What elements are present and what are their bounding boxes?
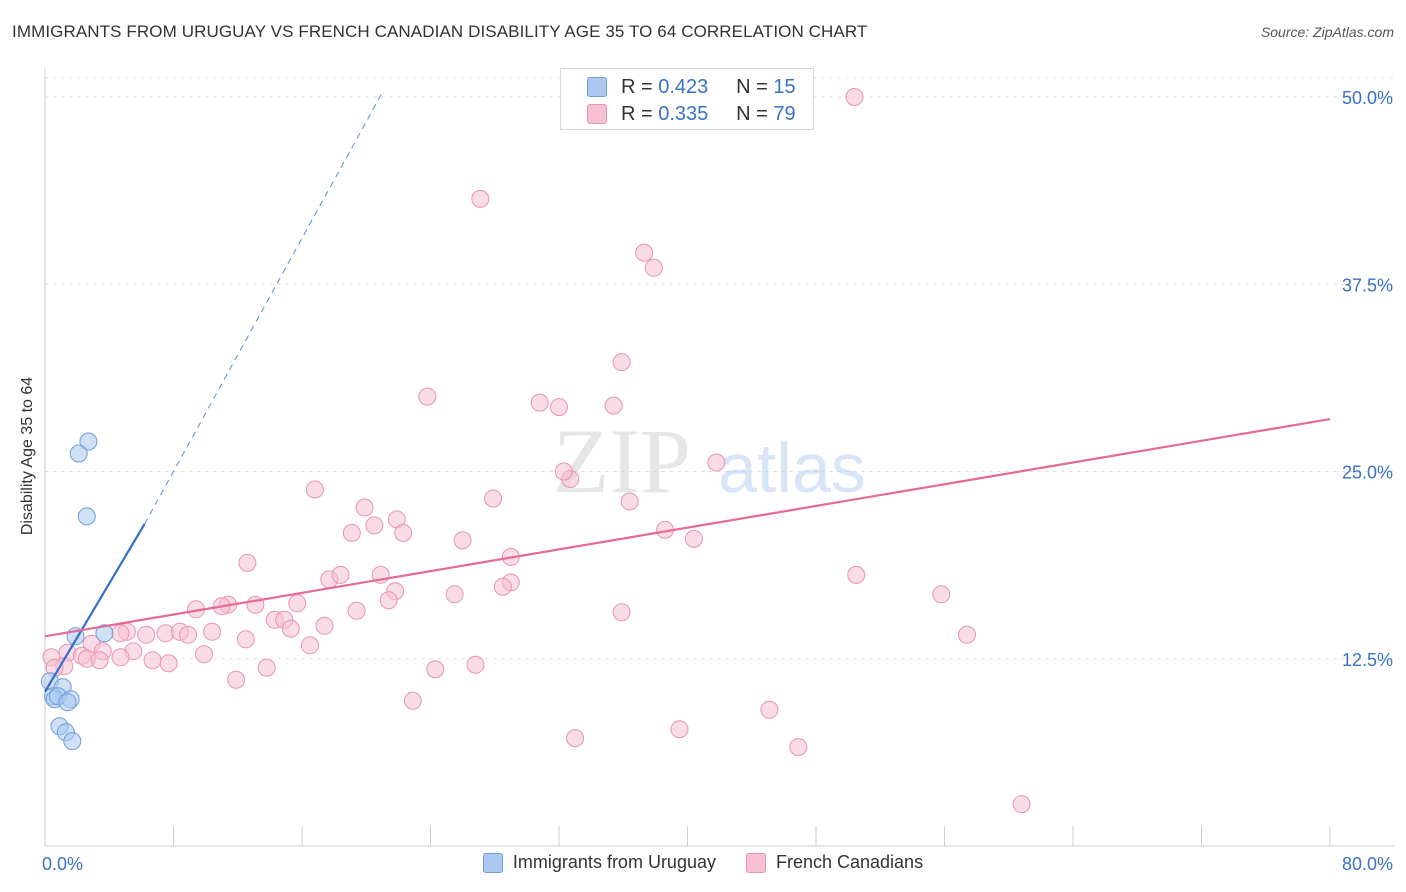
- french-canadian-point-35[interactable]: [288, 594, 307, 613]
- axes: [44, 68, 1395, 847]
- uruguay-point-14[interactable]: [63, 732, 82, 751]
- french-canadian-point-76[interactable]: [670, 720, 689, 739]
- french-canadian-point-9[interactable]: [707, 453, 726, 472]
- french-canadian-point-0[interactable]: [845, 88, 864, 106]
- french-canadian-point-6[interactable]: [550, 398, 568, 417]
- french-n-label: N =: [736, 102, 768, 125]
- uruguay-n-value: 15: [773, 75, 796, 98]
- uruguay-point-0[interactable]: [79, 432, 98, 451]
- french-canadian-point-79[interactable]: [1012, 795, 1031, 814]
- uruguay-point-3[interactable]: [95, 624, 114, 643]
- series-legend: Immigrants from Uruguay French Canadians: [0, 852, 1406, 873]
- french-canadian-point-30[interactable]: [847, 565, 866, 584]
- french-canadian-point-75[interactable]: [760, 700, 779, 719]
- french-canadian-point-47[interactable]: [111, 624, 130, 643]
- french-r-value: 0.335: [658, 102, 709, 125]
- watermark: ZIP atlas: [553, 410, 866, 512]
- french-canadian-point-44[interactable]: [315, 616, 334, 635]
- french-canadian-point-1[interactable]: [471, 189, 490, 208]
- french-canadian-point-11[interactable]: [554, 462, 573, 481]
- source-attribution: Source: ZipAtlas.com: [1260, 24, 1394, 40]
- french-canadian-point-60[interactable]: [195, 645, 213, 664]
- x-tick-label-1: 80.0%: [1342, 854, 1393, 874]
- chart-title: IMMIGRANTS FROM URUGUAY VS FRENCH CANADI…: [12, 22, 868, 41]
- y-tick-label-1: 25.0%: [1342, 463, 1393, 483]
- legend-label-french-canadians: French Canadians: [775, 852, 924, 872]
- french-canadian-point-52[interactable]: [137, 625, 156, 644]
- uruguay-n-label: N =: [736, 75, 768, 98]
- stats-legend: R = 0.423 N = 15 R = 0.335 N = 79: [560, 68, 814, 130]
- french-canadian-point-61[interactable]: [111, 648, 130, 667]
- french-canadians-trend-line: [44, 417, 1331, 638]
- french-canadian-point-74[interactable]: [403, 691, 422, 710]
- french-canadian-point-40[interactable]: [612, 603, 631, 622]
- uruguay-point-2[interactable]: [77, 507, 96, 526]
- french-canadian-point-39[interactable]: [347, 601, 366, 620]
- french-canadian-point-54[interactable]: [236, 630, 255, 649]
- french-canadian-point-67[interactable]: [143, 651, 162, 670]
- french-canadian-point-32[interactable]: [379, 591, 398, 610]
- uruguay-point-11[interactable]: [58, 693, 77, 712]
- legend-item-french-canadians[interactable]: French Canadians: [745, 852, 924, 873]
- y-tick-labels: 12.5% 25.0% 37.5% 50.0%: [1342, 88, 1393, 670]
- french-canadian-point-49[interactable]: [203, 622, 222, 641]
- french-canadian-point-64[interactable]: [90, 651, 109, 670]
- french-canadian-point-15[interactable]: [355, 498, 374, 517]
- french-canadians-swatch: [587, 104, 607, 124]
- uruguay-r-label: R =: [621, 75, 653, 98]
- legend-swatch-french-canadians: [745, 852, 766, 873]
- french-canadian-point-14[interactable]: [620, 492, 639, 511]
- french-canadian-point-78[interactable]: [789, 738, 808, 757]
- french-canadian-point-22[interactable]: [684, 529, 703, 548]
- french-canadian-point-13[interactable]: [484, 489, 503, 508]
- french-canadian-point-71[interactable]: [426, 660, 445, 679]
- french-canadian-point-7[interactable]: [530, 393, 549, 412]
- french-canadian-point-4[interactable]: [612, 353, 631, 372]
- french-canadian-point-70[interactable]: [257, 658, 276, 677]
- uruguay-r-value: 0.423: [658, 75, 709, 98]
- french-canadian-point-2[interactable]: [644, 258, 663, 277]
- french-canadian-point-33[interactable]: [445, 585, 464, 604]
- watermark-atlas: atlas: [718, 429, 866, 507]
- french-canadian-point-12[interactable]: [305, 480, 324, 499]
- french-canadian-point-77[interactable]: [566, 729, 585, 748]
- x-tick-label-0: 0.0%: [42, 854, 83, 874]
- uruguay-points: [40, 432, 114, 751]
- french-canadian-point-5[interactable]: [418, 387, 437, 406]
- french-canadian-point-26[interactable]: [331, 565, 350, 584]
- french-canadian-point-45[interactable]: [281, 619, 300, 638]
- y-tick-label-0: 12.5%: [1342, 650, 1393, 670]
- french-canadian-point-18[interactable]: [342, 523, 361, 542]
- french-canadian-point-72[interactable]: [466, 655, 485, 674]
- french-r-label: R =: [621, 102, 653, 125]
- french-canadian-point-53[interactable]: [958, 625, 976, 644]
- french-canadian-point-29[interactable]: [493, 577, 512, 596]
- french-canadian-point-20[interactable]: [453, 531, 472, 550]
- french-canadian-point-68[interactable]: [159, 654, 178, 673]
- trend-lines: [44, 92, 1331, 693]
- french-canadian-point-24[interactable]: [238, 553, 257, 572]
- legend-swatch-uruguay: [482, 852, 503, 873]
- y-tick-label-2: 37.5%: [1342, 275, 1393, 295]
- watermark-zip: ZIP: [553, 410, 691, 512]
- french-canadian-point-8[interactable]: [604, 396, 623, 415]
- french-canadian-point-19[interactable]: [394, 523, 413, 542]
- french-canadian-point-41[interactable]: [932, 585, 951, 604]
- x-tick-labels: 0.0% 80.0%: [42, 854, 1393, 874]
- legend-item-uruguay[interactable]: Immigrants from Uruguay: [482, 852, 716, 873]
- french-canadian-point-51[interactable]: [179, 625, 197, 644]
- uruguay-trend-line: [44, 523, 146, 693]
- french-n-value: 79: [773, 102, 796, 125]
- uruguay-point-1[interactable]: [69, 444, 88, 463]
- french-canadian-point-17[interactable]: [365, 516, 384, 535]
- legend-label-uruguay: Immigrants from Uruguay: [512, 852, 716, 872]
- uruguay-swatch: [587, 77, 607, 97]
- french-canadian-point-3[interactable]: [635, 243, 654, 262]
- french-canadian-point-56[interactable]: [301, 636, 319, 655]
- french-canadians-points: [42, 88, 1031, 814]
- y-tick-label-3: 50.0%: [1342, 88, 1393, 108]
- uruguay-trend-extension: [144, 92, 383, 525]
- french-canadian-point-73[interactable]: [227, 670, 246, 689]
